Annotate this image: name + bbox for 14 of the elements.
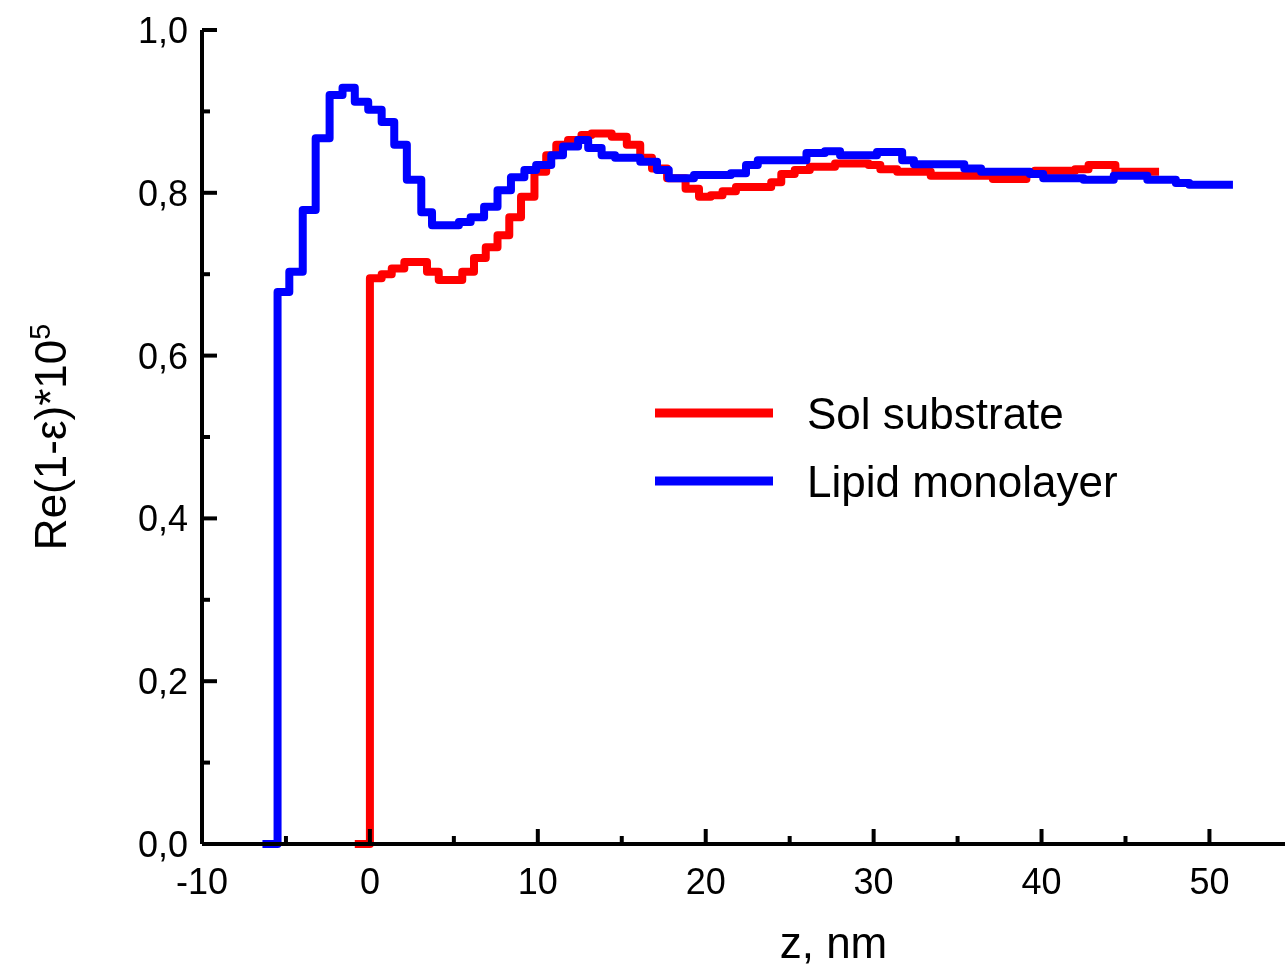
y-tick-label: 0,6 xyxy=(137,335,188,377)
y-tick-label: 0,8 xyxy=(137,172,188,214)
x-tick-label: 0 xyxy=(359,861,380,902)
legend-label: Lipid monolayer xyxy=(807,457,1118,506)
x-tick-label: 10 xyxy=(517,861,558,902)
x-tick-label: 50 xyxy=(1189,861,1230,902)
y-tick-label: 1,0 xyxy=(137,10,188,51)
y-tick-label: 0,4 xyxy=(137,498,188,540)
x-tick-label: 30 xyxy=(853,861,894,902)
legend-label: Sol substrate xyxy=(807,389,1064,438)
x-tick-label: 40 xyxy=(1021,861,1062,902)
x-axis-title: z, nm xyxy=(779,918,888,966)
x-tick-label: 20 xyxy=(685,861,726,902)
y-tick-label: 0,2 xyxy=(137,661,188,703)
